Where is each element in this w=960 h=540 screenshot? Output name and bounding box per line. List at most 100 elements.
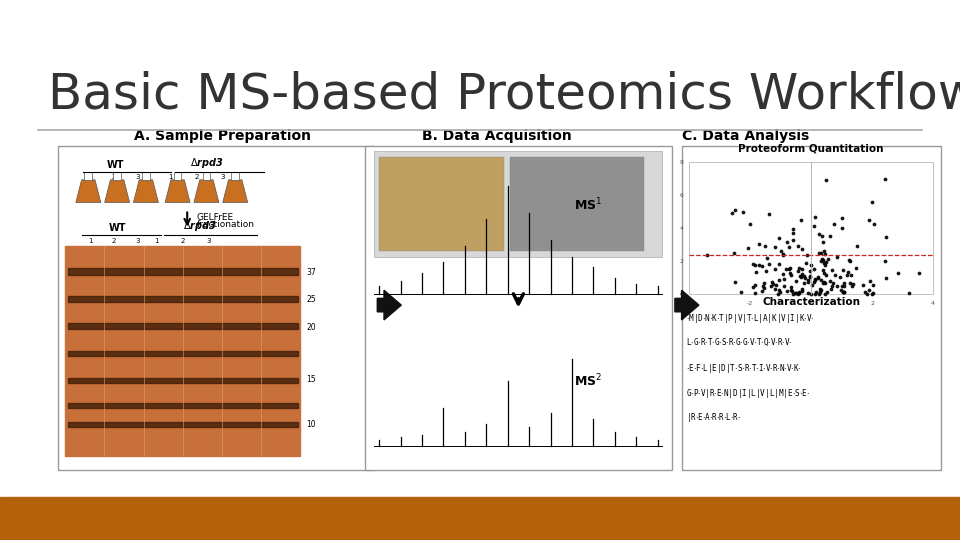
Point: [835, 288, 851, 297]
Text: GELFrEE: GELFrEE: [197, 213, 234, 222]
Point: [756, 279, 772, 287]
Bar: [68, 296, 298, 302]
Text: 3: 3: [135, 238, 139, 244]
Polygon shape: [113, 172, 121, 180]
Point: [876, 256, 892, 265]
Point: [803, 272, 818, 281]
Point: [842, 256, 857, 265]
Point: [728, 206, 743, 214]
Point: [864, 198, 879, 206]
Point: [755, 261, 770, 270]
Point: [825, 279, 840, 287]
Text: C. Data Analysis: C. Data Analysis: [682, 129, 809, 143]
Point: [772, 286, 787, 294]
Point: [820, 255, 835, 264]
Text: 25: 25: [306, 295, 316, 304]
Point: [797, 274, 812, 282]
Point: [815, 266, 830, 274]
Point: [864, 289, 879, 298]
Point: [817, 289, 832, 298]
Point: [756, 281, 771, 290]
Point: [824, 285, 839, 293]
Text: $\cdot$E$\cdot$F$\cdot$L|E|D|T$\cdot$S$\cdot$R$\cdot$T$\cdot$I$\cdot$V$\cdot$R$\: $\cdot$E$\cdot$F$\cdot$L|E|D|T$\cdot$S$\…: [686, 362, 802, 375]
Point: [775, 251, 790, 259]
Point: [855, 280, 871, 289]
Point: [781, 265, 797, 273]
Point: [836, 279, 852, 288]
Point: [781, 242, 797, 251]
Point: [748, 280, 763, 289]
Text: MS$^2$: MS$^2$: [574, 373, 602, 389]
Point: [820, 287, 835, 296]
Point: [813, 285, 828, 294]
Bar: [379, 157, 505, 251]
Point: [859, 289, 875, 298]
Point: [834, 282, 850, 291]
Point: [794, 285, 809, 294]
Point: [792, 272, 807, 280]
Point: [767, 265, 782, 273]
Point: [849, 264, 864, 272]
FancyBboxPatch shape: [365, 146, 672, 470]
Polygon shape: [223, 180, 248, 202]
Text: 2: 2: [180, 238, 184, 244]
Polygon shape: [231, 172, 239, 180]
Polygon shape: [133, 180, 158, 202]
Point: [780, 286, 795, 295]
Bar: [68, 268, 298, 275]
Point: [803, 266, 818, 275]
Polygon shape: [165, 180, 190, 202]
Point: [785, 229, 801, 238]
Point: [878, 232, 894, 241]
Point: [801, 276, 816, 285]
Point: [771, 234, 786, 242]
Point: [861, 215, 876, 224]
Point: [811, 289, 827, 298]
Point: [751, 260, 766, 269]
Point: [842, 255, 857, 264]
Point: [761, 260, 777, 268]
Point: [785, 225, 801, 233]
Polygon shape: [105, 180, 130, 202]
Point: [811, 230, 827, 238]
Bar: [68, 378, 298, 383]
Point: [790, 242, 805, 251]
Text: 4: 4: [931, 301, 935, 306]
Polygon shape: [142, 172, 150, 180]
Point: [815, 238, 830, 247]
Text: Basic MS-based Proteomics Workflow: Basic MS-based Proteomics Workflow: [48, 70, 960, 118]
Text: $\Delta$rpd3: $\Delta$rpd3: [189, 156, 224, 170]
Bar: [374, 151, 662, 256]
Point: [806, 222, 822, 231]
Point: [792, 288, 807, 296]
Point: [836, 287, 852, 296]
Text: WT: WT: [108, 223, 126, 233]
Point: [757, 266, 773, 275]
Point: [861, 285, 876, 294]
Text: MS$^1$: MS$^1$: [574, 197, 602, 214]
Point: [816, 278, 831, 287]
Point: [740, 244, 756, 252]
Point: [801, 278, 816, 286]
Text: 3: 3: [221, 174, 225, 180]
Point: [776, 249, 791, 258]
Point: [911, 269, 926, 278]
Point: [815, 279, 830, 288]
Bar: [65, 246, 300, 456]
Point: [836, 282, 852, 291]
Point: [770, 289, 785, 298]
Point: [788, 276, 804, 285]
Point: [771, 276, 786, 285]
Point: [843, 271, 858, 280]
Text: 1: 1: [169, 174, 173, 180]
Point: [825, 265, 840, 274]
Point: [857, 288, 873, 296]
Point: [877, 174, 893, 183]
Point: [751, 240, 766, 248]
Text: |R$\cdot$E$\cdot$A$\cdot$R$\cdot$R$\cdot$L$\cdot$R$\cdot$: |R$\cdot$E$\cdot$A$\cdot$R$\cdot$R$\cdot…: [686, 411, 741, 424]
Point: [782, 269, 798, 278]
Polygon shape: [174, 172, 181, 180]
Point: [840, 270, 855, 279]
Point: [812, 249, 828, 258]
Text: $\cdot$M|D$\cdot$N$\cdot$K$\cdot$T|P|V|T$\cdot$L|A|K|V|I|K$\cdot$V$\cdot$: $\cdot$M|D$\cdot$N$\cdot$K$\cdot$T|P|V|T…: [686, 312, 815, 325]
